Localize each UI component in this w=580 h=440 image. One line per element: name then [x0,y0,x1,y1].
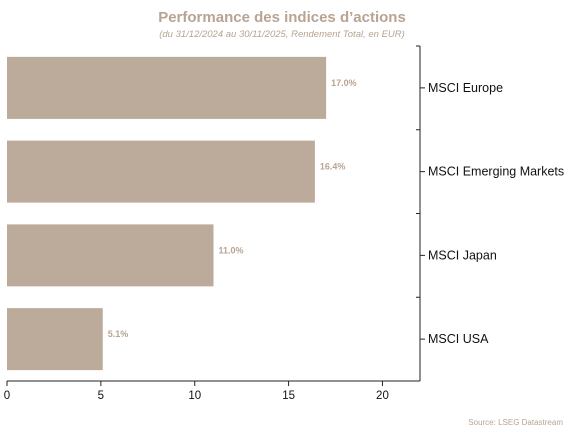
bar-1 [7,140,315,203]
data-label-3: 5.1% [108,329,129,339]
category-labels-group: MSCI Europe MSCI Emerging Markets MSCI Jap… [428,81,564,346]
axes-group: 0 5 10 15 20 [4,45,425,402]
source-note: Source: LSEG Datastream [468,418,563,427]
data-label-1: 16.4% [320,162,346,172]
x-tick-label-0: 0 [4,390,10,402]
category-label-1: MSCI Emerging Markets [428,165,564,179]
data-label-0: 17.0% [331,78,357,88]
data-labels-group: 17.0% 16.4% 11.0% 5.1% [108,78,357,339]
x-tick-label-4: 20 [376,390,389,402]
bar-2 [7,224,214,287]
category-label-2: MSCI Japan [428,248,497,262]
category-label-0: MSCI Europe [428,81,503,95]
chart-subtitle: (du 31/12/2024 au 30/11/2025, Rendement … [159,29,405,40]
x-tick-label-3: 15 [282,390,295,402]
data-label-2: 11.0% [219,245,244,255]
chart-title: Performance des indices d’actions [158,9,406,26]
bars-group [7,56,327,371]
x-tick-label-1: 5 [98,390,104,402]
bar-0 [7,56,327,119]
x-tick-label-2: 10 [188,390,201,402]
category-label-3: MSCI USA [428,332,489,346]
bar-3 [7,308,103,371]
